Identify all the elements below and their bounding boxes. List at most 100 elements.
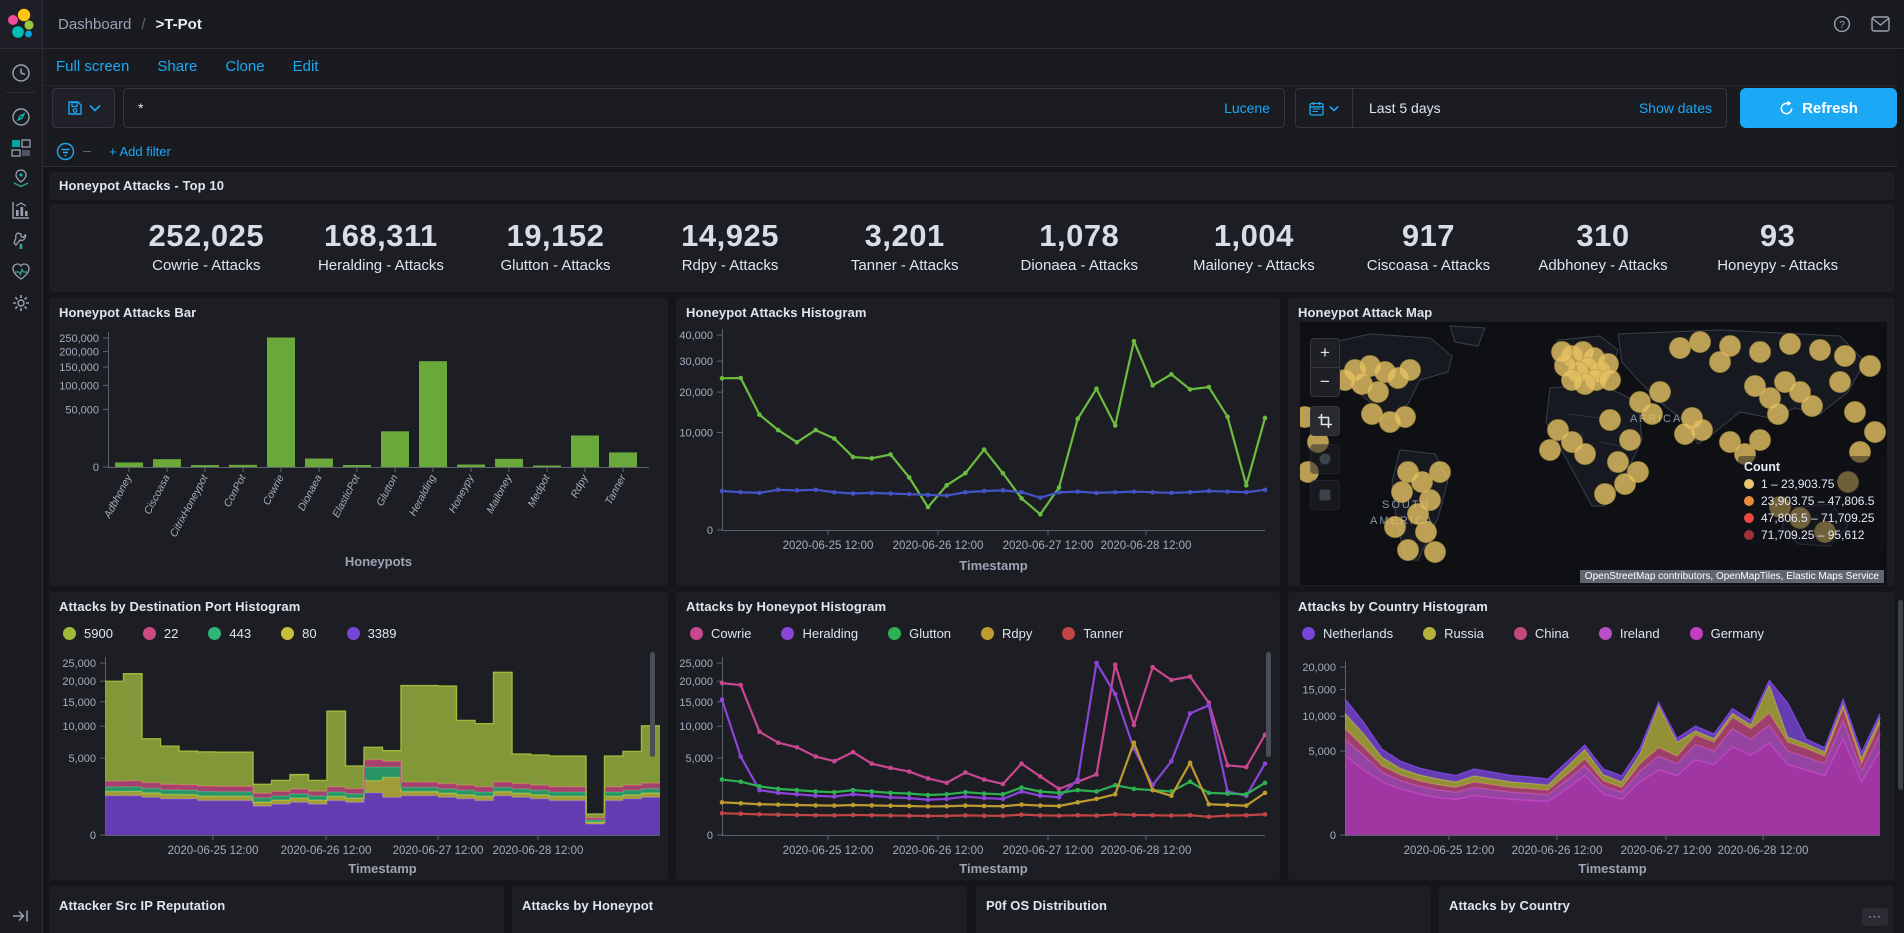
collapse-menu-icon[interactable]: [0, 903, 42, 929]
breadcrumb: Dashboard / >T-Pot: [58, 0, 202, 48]
svg-text:15,000: 15,000: [1302, 685, 1336, 697]
legend-item-3389[interactable]: 3389: [346, 626, 397, 641]
svg-text:Timestamp: Timestamp: [959, 861, 1027, 876]
legend-item-Tanner[interactable]: Tanner: [1062, 626, 1123, 641]
menu-item-full-screen[interactable]: Full screen: [56, 58, 130, 75]
metric: 3,201 Tanner - Attacks: [817, 218, 992, 274]
metric-label: Honeypy - Attacks: [1717, 257, 1839, 274]
svg-text:10,000: 10,000: [679, 428, 713, 440]
svg-text:Ciscoasa: Ciscoasa: [142, 473, 173, 517]
svg-text:2020-06-25 12:00: 2020-06-25 12:00: [783, 845, 874, 857]
metric-value: 93: [1759, 218, 1796, 253]
svg-text:10,000: 10,000: [62, 721, 96, 733]
visualize-icon[interactable]: [0, 197, 42, 223]
legend-label: 3389: [367, 626, 397, 641]
time-picker-calendar-button[interactable]: [1296, 89, 1353, 127]
metric-label: Glutton - Attacks: [500, 257, 611, 274]
svg-text:30,000: 30,000: [679, 356, 713, 368]
legend-item-Cowrie[interactable]: Cowrie: [690, 626, 751, 641]
filter-icon[interactable]: [56, 142, 75, 161]
honeypot-bar-chart: 250,000 200,000 150,000 100,000 50,000 0 Honey…: [59, 332, 649, 569]
map-layer-circle-button[interactable]: [1310, 444, 1340, 474]
svg-text:100,000: 100,000: [59, 380, 99, 392]
query-language-toggle[interactable]: Lucene: [1224, 100, 1270, 116]
destination-port-area-chart: 25,000 20,000 15,000 10,000 5,000 0 2020-06-25…: [62, 657, 660, 876]
search-input[interactable]: [124, 100, 1225, 116]
square-icon: [1319, 489, 1331, 501]
legend-item-Germany[interactable]: Germany: [1689, 626, 1764, 641]
legend-dot: [1689, 627, 1703, 640]
show-dates-button[interactable]: Show dates: [1638, 100, 1712, 116]
query-input-wrap: Lucene: [123, 88, 1285, 128]
map-legend-dot: [1744, 496, 1754, 506]
svg-text:Cowrie: Cowrie: [261, 473, 287, 508]
chart-legend: Netherlands Russia China Ireland Germany: [1302, 626, 1764, 641]
circle-icon: [1319, 453, 1331, 465]
top-header: Dashboard / >T-Pot ?: [0, 0, 1904, 49]
mail-icon[interactable]: [1871, 16, 1890, 32]
legend-label: Russia: [1444, 626, 1484, 641]
panel-options-button[interactable]: ⋯: [1862, 908, 1888, 926]
legend-item-Netherlands[interactable]: Netherlands: [1302, 626, 1393, 641]
map-zoom-out-button[interactable]: −: [1310, 367, 1340, 397]
legend-label: 80: [302, 626, 317, 641]
legend-item-Ireland[interactable]: Ireland: [1598, 626, 1660, 641]
svg-text:50,000: 50,000: [65, 404, 99, 416]
refresh-button[interactable]: Refresh: [1740, 88, 1897, 128]
dev-tools-icon[interactable]: [0, 228, 42, 254]
management-icon[interactable]: [0, 290, 42, 316]
panel-scrollbar[interactable]: [1266, 652, 1271, 757]
attack-map-canvas[interactable]: AFRICASOUTHAMERICA + − Count 1 – 23,903.…: [1300, 322, 1887, 585]
metric-label: Heralding - Attacks: [317, 257, 444, 274]
legend-item-443[interactable]: 443: [208, 626, 251, 641]
map-zoom-in-button[interactable]: +: [1310, 338, 1340, 368]
time-range-value[interactable]: Last 5 days: [1369, 100, 1441, 116]
menu-item-clone[interactable]: Clone: [225, 58, 265, 75]
window-scrollbar: [1897, 48, 1904, 933]
svg-text:10,000: 10,000: [1302, 711, 1336, 723]
legend-item-Glutton[interactable]: Glutton: [888, 626, 951, 641]
svg-text:Heralding: Heralding: [407, 473, 439, 518]
legend-item-China[interactable]: China: [1513, 626, 1569, 641]
panel-attacks-by-country-histogram: Attacks by Country Histogram Netherlands…: [1288, 592, 1895, 880]
svg-text:20,000: 20,000: [679, 387, 713, 399]
discover-icon[interactable]: [0, 104, 42, 130]
panel-honeypot-attacks-bar: Honeypot Attacks Bar 250,000 200,000 150,0…: [49, 298, 668, 586]
panel-title: Attacker Src IP Reputation: [59, 898, 226, 913]
section-title: Honeypot Attacks - Top 10: [59, 178, 225, 193]
save-icon: [67, 101, 82, 115]
kibana-logo[interactable]: [0, 0, 43, 48]
maps-icon[interactable]: [0, 166, 42, 192]
dashboard-icon[interactable]: [0, 135, 42, 161]
panel-scrollbar[interactable]: [650, 652, 655, 757]
svg-text:2020-06-26 12:00: 2020-06-26 12:00: [893, 845, 984, 857]
world-map: AFRICASOUTHAMERICA: [1300, 325, 1886, 563]
legend-item-22[interactable]: 22: [142, 626, 178, 641]
legend-label: Tanner: [1083, 626, 1124, 641]
svg-text:2020-06-28 12:00: 2020-06-28 12:00: [1718, 845, 1809, 857]
window-scrollbar-thumb[interactable]: [1898, 600, 1903, 790]
crop-icon: [1318, 414, 1332, 428]
breadcrumb-dashboard[interactable]: Dashboard: [58, 15, 132, 33]
legend-item-Heralding[interactable]: Heralding: [781, 626, 858, 641]
legend-item-80[interactable]: 80: [281, 626, 317, 641]
map-legend-title: Count: [1744, 460, 1781, 474]
monitoring-icon[interactable]: [0, 259, 42, 285]
menu-item-share[interactable]: Share: [157, 58, 198, 75]
legend-item-Rdpy[interactable]: Rdpy: [981, 626, 1032, 641]
legend-item-Russia[interactable]: Russia: [1423, 626, 1484, 641]
metric-value: 310: [1576, 218, 1630, 253]
recently-viewed-icon[interactable]: [0, 60, 42, 86]
svg-text:0: 0: [93, 462, 99, 474]
add-filter-button[interactable]: + Add filter: [109, 143, 171, 159]
map-legend-dot: [1744, 479, 1754, 489]
legend-item-5900[interactable]: 5900: [63, 626, 113, 641]
map-layer-square-button[interactable]: [1310, 480, 1340, 510]
menu-item-edit[interactable]: Edit: [292, 58, 319, 75]
legend-label: Glutton: [909, 626, 952, 641]
map-crop-tool-button[interactable]: [1310, 406, 1340, 436]
map-attribution[interactable]: OpenStreetMap contributors, OpenMapTiles…: [1579, 570, 1884, 583]
panel-attacks-by-honeypot-histogram: Attacks by Honeypot Histogram Cowrie Hera…: [676, 592, 1280, 880]
help-icon[interactable]: ?: [1833, 15, 1851, 33]
saved-query-menu-button[interactable]: [52, 88, 115, 128]
